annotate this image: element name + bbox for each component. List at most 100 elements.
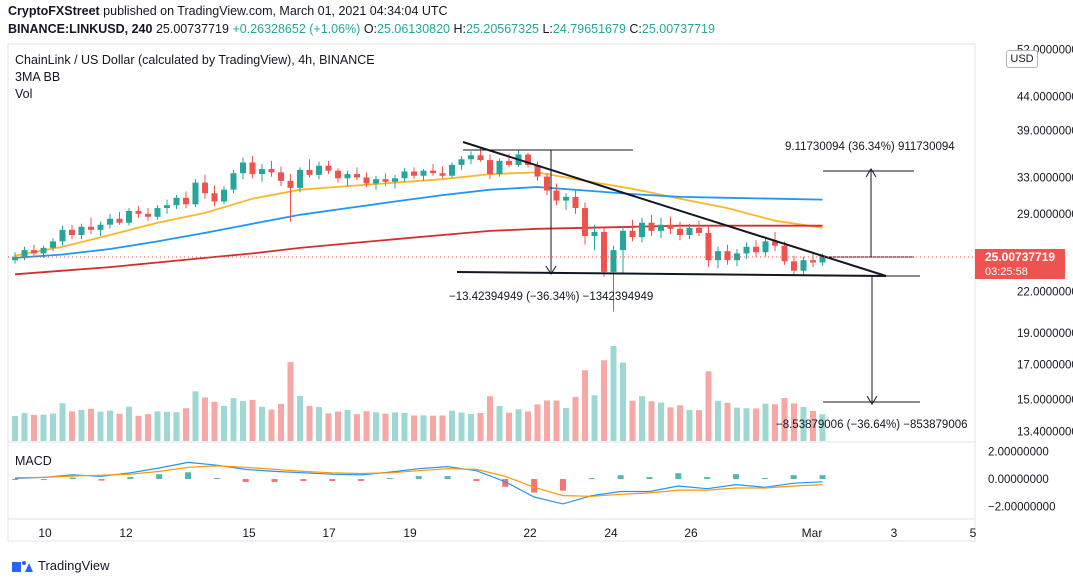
support-line[interactable] bbox=[456, 271, 887, 277]
candle bbox=[601, 231, 607, 272]
macd-histogram-bar bbox=[761, 478, 768, 480]
volume-bar bbox=[677, 405, 683, 441]
volume-bar bbox=[420, 415, 427, 441]
macd-histogram-bar bbox=[300, 479, 307, 481]
candle bbox=[639, 222, 645, 238]
candle bbox=[373, 179, 379, 184]
macd-label[interactable]: MACD bbox=[15, 454, 52, 468]
candle bbox=[534, 164, 541, 177]
volume-bar bbox=[183, 408, 189, 441]
price-tick-8: 17.00000000 bbox=[1017, 359, 1073, 371]
volume-bar bbox=[582, 370, 588, 441]
time-tick-0: 10 bbox=[38, 526, 52, 540]
candle bbox=[762, 241, 769, 253]
macd-histogram-bar bbox=[473, 479, 480, 481]
candle bbox=[753, 246, 759, 253]
macd-histogram-bar bbox=[732, 474, 739, 480]
time-tick-8: Mar bbox=[802, 526, 823, 540]
macd-tick-1: 0.00000000 bbox=[988, 474, 1049, 486]
drawings[interactable] bbox=[8, 141, 975, 405]
volume-bar bbox=[658, 402, 664, 441]
candle bbox=[525, 154, 531, 165]
volume-bar bbox=[154, 411, 161, 441]
candle bbox=[268, 169, 275, 173]
macd-histogram-bar bbox=[531, 479, 538, 493]
macd-histogram-bar bbox=[69, 477, 76, 480]
macd-tick-0: 2.00000000 bbox=[988, 446, 1049, 458]
volume-bar bbox=[686, 409, 693, 441]
volume-label[interactable]: Vol bbox=[15, 87, 32, 101]
volume-bar bbox=[135, 415, 142, 441]
time-tick-7: 26 bbox=[684, 526, 698, 540]
volume-bar bbox=[439, 415, 446, 441]
macd-histogram-bar bbox=[156, 474, 163, 480]
candle bbox=[69, 229, 75, 236]
candle bbox=[21, 250, 28, 257]
volume-bar bbox=[458, 412, 465, 441]
candle bbox=[88, 226, 94, 230]
candle bbox=[781, 245, 788, 262]
volume-bar bbox=[553, 400, 560, 441]
author-name[interactable]: CryptoFXStreet bbox=[8, 4, 100, 18]
candle bbox=[202, 182, 208, 194]
price-tag-countdown: 03:25:58 bbox=[985, 266, 1028, 278]
high-label: H: bbox=[453, 22, 467, 36]
branding[interactable]: TradingView bbox=[12, 558, 110, 573]
volume-bar bbox=[800, 406, 807, 441]
candle bbox=[572, 196, 579, 209]
candles bbox=[12, 148, 826, 312]
volume-bar bbox=[373, 412, 379, 441]
signal-line bbox=[14, 465, 823, 497]
candle bbox=[145, 213, 151, 217]
price-tick-1: 44.00000000 bbox=[1017, 91, 1073, 103]
publish-info: CryptoFXStreet published on TradingView.… bbox=[8, 4, 448, 18]
currency-button[interactable]: USD bbox=[1006, 50, 1038, 68]
close-value: 25.00737719 bbox=[641, 22, 715, 36]
descending-trendline[interactable] bbox=[462, 141, 887, 277]
macd-histogram-bar bbox=[819, 475, 826, 480]
candle bbox=[59, 229, 66, 242]
volume-bar bbox=[810, 410, 816, 441]
moving-average-1 bbox=[14, 186, 823, 259]
volume-bar bbox=[430, 415, 436, 441]
macd-histogram-bar bbox=[646, 477, 653, 480]
branding-label: TradingView bbox=[38, 558, 110, 573]
volume-bar bbox=[753, 408, 759, 441]
volume-bar bbox=[696, 410, 702, 441]
volume-bar bbox=[335, 411, 341, 441]
candle bbox=[183, 197, 189, 205]
volume-bar bbox=[781, 398, 788, 441]
volume-bar bbox=[791, 403, 797, 441]
macd-histogram-bar bbox=[329, 479, 336, 481]
candle bbox=[344, 174, 351, 179]
time-tick-9: 3 bbox=[891, 526, 898, 540]
candle bbox=[819, 255, 826, 263]
macd-line bbox=[14, 461, 823, 505]
candle bbox=[287, 180, 294, 188]
candle bbox=[306, 169, 313, 175]
volume-bar bbox=[354, 414, 360, 441]
price-axis: 52.0000000044.0000000039.0000000033.0000… bbox=[1017, 44, 1073, 438]
volume-bar bbox=[97, 411, 104, 441]
volume-bar bbox=[819, 414, 826, 441]
volume-bar bbox=[639, 396, 645, 441]
candle bbox=[658, 224, 664, 231]
candle bbox=[316, 165, 322, 175]
volume-bar bbox=[506, 412, 512, 441]
price-tag-value: 25.00737719 bbox=[985, 250, 1055, 264]
volume-bar bbox=[411, 415, 417, 441]
macd-histogram-bar bbox=[502, 479, 509, 487]
candle bbox=[591, 231, 598, 237]
time-tick-2: 15 bbox=[242, 526, 256, 540]
candle bbox=[164, 205, 170, 209]
time-axis: 10 12 15 17 19 22 24 26 Mar 3 5 bbox=[38, 526, 976, 540]
candle bbox=[582, 208, 588, 237]
close-label: C: bbox=[629, 22, 642, 36]
candle bbox=[116, 218, 123, 223]
candle bbox=[629, 230, 636, 238]
price-tick-9: 15.00000000 bbox=[1017, 395, 1073, 407]
candle bbox=[610, 250, 617, 272]
indicator-label[interactable]: 3MA BB bbox=[15, 70, 60, 84]
macd-histogram-bar bbox=[790, 475, 797, 480]
